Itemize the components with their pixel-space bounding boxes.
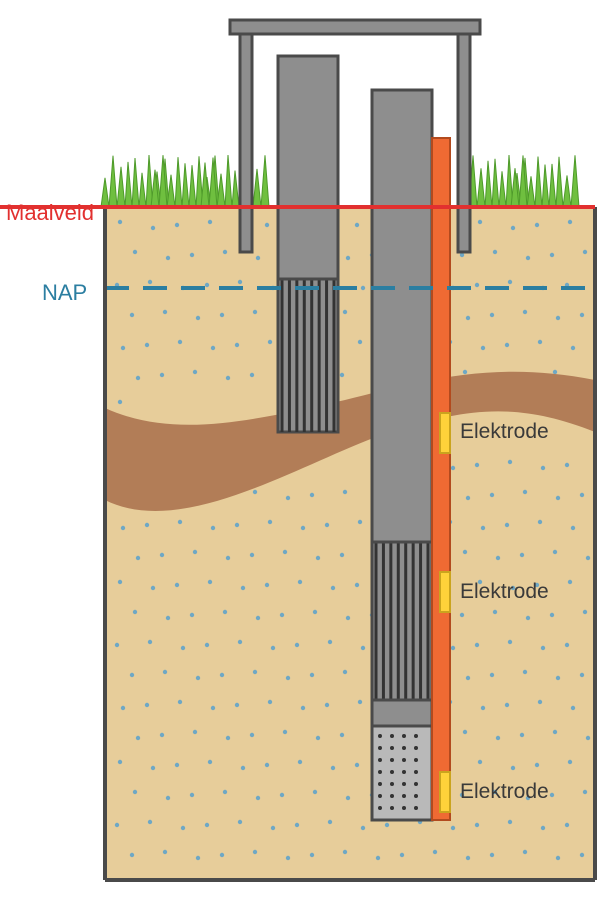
diagram-canvas: Maaiveld NAP Elektrode Elektrode Elektro… [0, 0, 612, 892]
label-elektrode-1: Elektrode [460, 420, 549, 444]
diagram-svg [0, 0, 612, 892]
label-elektrode-3: Elektrode [460, 780, 549, 804]
label-maaiveld: Maaiveld [6, 200, 94, 226]
label-nap: NAP [42, 280, 87, 306]
label-elektrode-2: Elektrode [460, 580, 549, 604]
